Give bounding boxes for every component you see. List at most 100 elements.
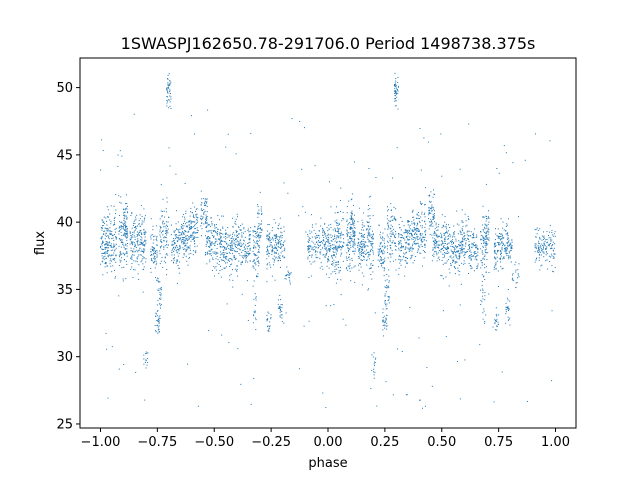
data-point <box>487 238 489 240</box>
data-point <box>548 245 550 247</box>
data-point <box>111 235 113 237</box>
y-tick-label: 50 <box>56 81 73 96</box>
data-point <box>166 229 168 231</box>
data-point <box>470 246 472 248</box>
data-point <box>124 211 126 213</box>
data-point <box>249 241 251 243</box>
data-point <box>499 235 501 237</box>
data-point <box>418 230 420 232</box>
data-point <box>193 231 195 233</box>
data-point <box>146 357 148 359</box>
data-point <box>383 251 385 253</box>
data-point <box>315 251 317 253</box>
data-point <box>157 324 159 326</box>
data-point <box>415 228 417 230</box>
data-point <box>223 255 225 257</box>
data-point <box>138 264 140 266</box>
data-point <box>400 260 402 262</box>
data-point <box>208 239 210 241</box>
data-point <box>370 267 372 269</box>
data-point <box>118 265 120 267</box>
data-point <box>112 265 114 267</box>
data-point <box>339 228 341 230</box>
data-point <box>347 247 349 249</box>
data-point <box>414 234 415 236</box>
data-point <box>326 251 328 253</box>
data-point <box>165 244 167 246</box>
data-point <box>146 364 148 366</box>
data-point <box>443 251 445 253</box>
data-point <box>224 256 226 258</box>
data-point <box>350 238 352 240</box>
data-point <box>497 228 499 230</box>
data-point <box>123 211 125 213</box>
data-point <box>458 244 460 246</box>
data-point <box>139 218 141 220</box>
data-point <box>107 256 109 258</box>
data-point <box>497 285 499 287</box>
data-point <box>484 256 486 258</box>
data-point <box>176 261 178 263</box>
data-point <box>308 244 310 246</box>
data-point <box>541 235 543 237</box>
data-point <box>217 232 219 234</box>
data-point <box>447 246 449 248</box>
data-point <box>218 219 220 221</box>
data-point <box>482 216 484 218</box>
data-point <box>424 251 426 253</box>
data-point <box>468 246 470 248</box>
data-point <box>545 260 547 262</box>
data-point <box>212 251 214 253</box>
data-point <box>374 361 376 363</box>
data-point <box>125 236 127 238</box>
data-point <box>238 260 240 262</box>
data-point <box>179 248 181 250</box>
data-point <box>277 307 279 309</box>
data-point <box>503 237 505 239</box>
data-point <box>497 237 499 239</box>
data-point <box>346 243 348 245</box>
data-point <box>219 257 221 259</box>
data-point <box>185 245 187 247</box>
data-point <box>138 232 139 234</box>
data-point <box>381 262 383 264</box>
data-point <box>385 291 387 293</box>
data-point <box>196 245 198 247</box>
data-point <box>413 240 415 242</box>
data-point <box>245 255 247 257</box>
data-point <box>430 221 432 223</box>
data-point <box>102 260 104 262</box>
data-point <box>389 220 391 222</box>
data-point <box>226 252 228 254</box>
data-point <box>164 236 166 238</box>
data-point <box>553 253 555 255</box>
data-point <box>325 235 327 237</box>
data-point <box>106 224 108 226</box>
data-point <box>367 245 369 247</box>
data-point <box>440 244 442 246</box>
data-point <box>445 225 447 227</box>
data-point <box>253 260 255 262</box>
data-point <box>461 221 463 223</box>
data-point <box>249 230 251 232</box>
data-point <box>247 261 249 263</box>
data-point <box>109 219 111 221</box>
data-point <box>502 243 504 245</box>
data-point <box>386 273 388 275</box>
data-point <box>140 243 142 245</box>
data-point <box>279 307 281 309</box>
data-point <box>437 236 439 238</box>
data-point <box>362 234 364 236</box>
data-point <box>378 253 380 255</box>
data-point <box>498 250 500 252</box>
data-point <box>509 245 511 247</box>
data-point <box>170 98 172 100</box>
data-point-outlier <box>423 137 425 139</box>
data-point <box>331 240 333 242</box>
data-point <box>441 227 443 229</box>
data-point <box>482 253 484 255</box>
data-point <box>195 252 197 254</box>
data-point <box>168 99 170 101</box>
data-point <box>113 217 115 219</box>
data-point-outlier <box>503 145 505 147</box>
